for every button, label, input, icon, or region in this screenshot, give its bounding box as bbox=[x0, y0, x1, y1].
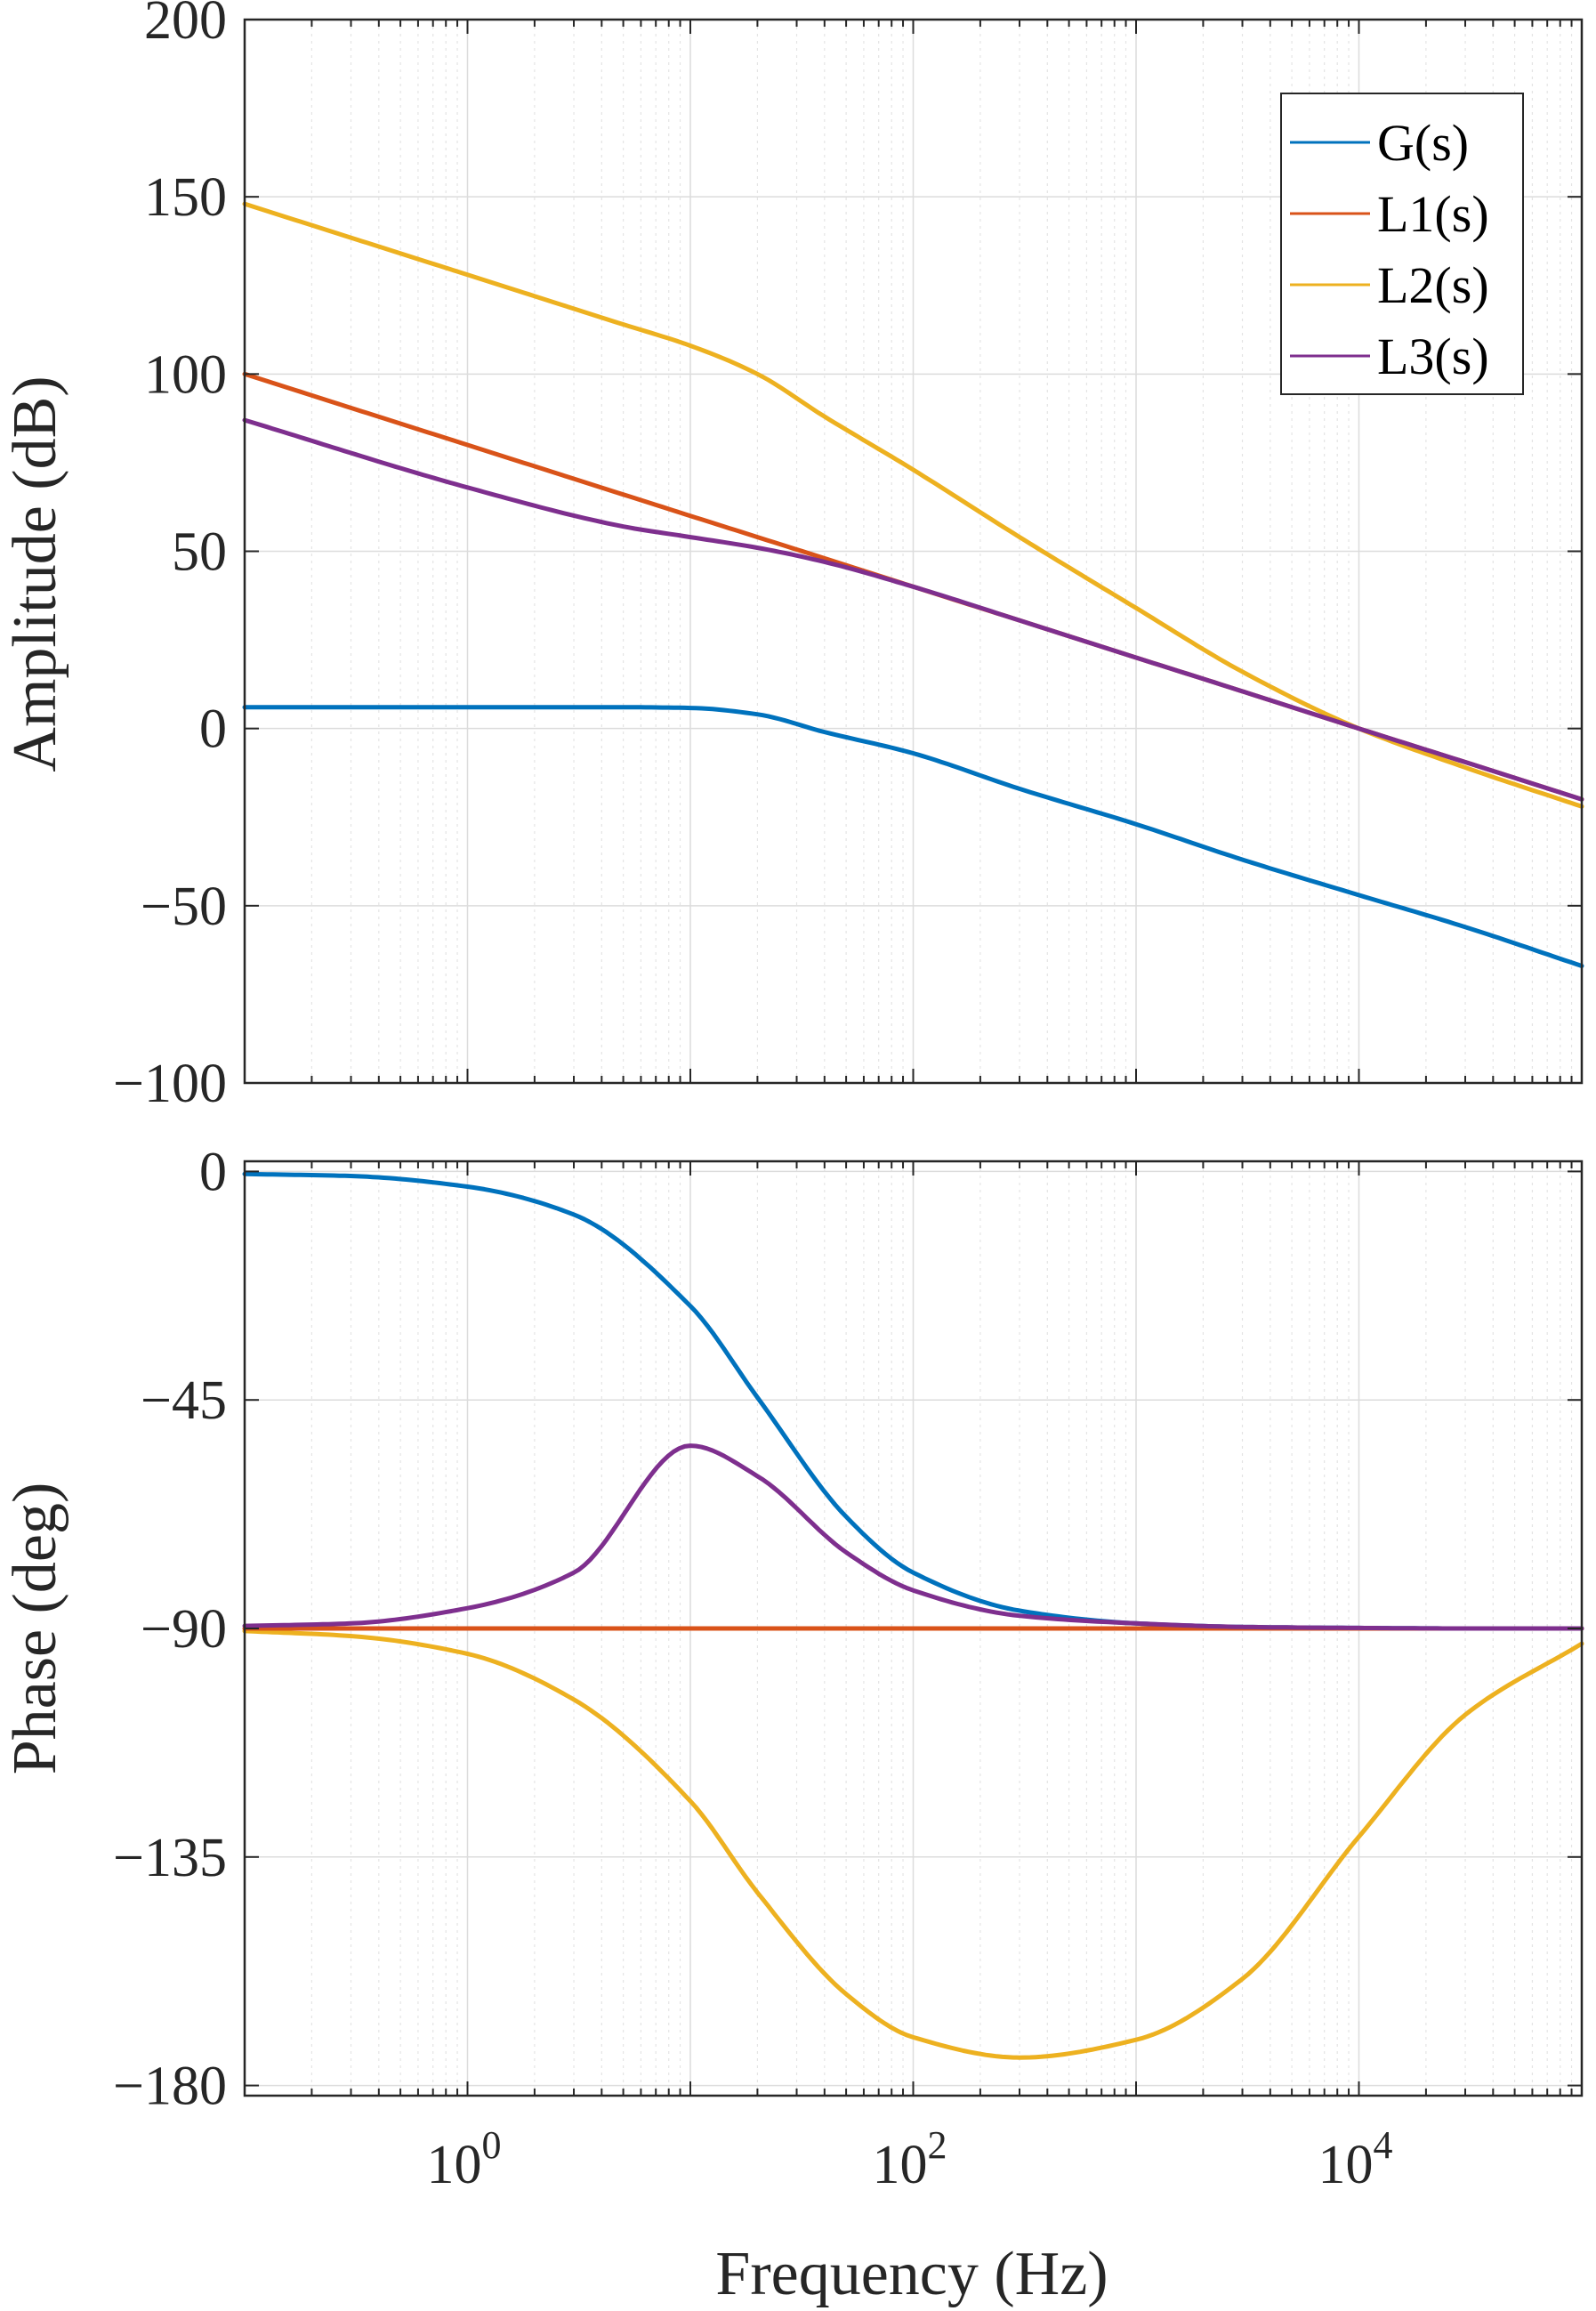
amplitude-series-l3s bbox=[242, 417, 1584, 802]
legend-entry-l3: L3(s) bbox=[1290, 327, 1489, 385]
ytick-label: 0 bbox=[199, 699, 227, 760]
phase-series bbox=[242, 1171, 1584, 2060]
ytick-label: −50 bbox=[141, 877, 227, 937]
ytick-label: −100 bbox=[113, 1054, 227, 1114]
legend-entry-l2: L2(s) bbox=[1290, 256, 1489, 314]
phase-series-l2s bbox=[242, 1628, 1584, 2060]
amplitude-series bbox=[242, 201, 1584, 968]
frequency-xlabel: Frequency (Hz) bbox=[715, 2240, 1108, 2308]
legend: G(s) L1(s) L2(s) L3(s) bbox=[1280, 93, 1524, 395]
phase-panel: 0−45−90−135−180 100 102 104 Phase (deg) Fr… bbox=[1, 1142, 1584, 2308]
ytick-label: 200 bbox=[144, 0, 227, 51]
legend-label-g: G(s) bbox=[1377, 114, 1469, 172]
legend-label-l1: L1(s) bbox=[1377, 185, 1489, 243]
ytick-label: 100 bbox=[144, 344, 227, 405]
legend-entry-l1: L1(s) bbox=[1290, 185, 1489, 243]
xtick-exponent: 0 bbox=[482, 2123, 502, 2167]
ytick-label: −180 bbox=[113, 2056, 227, 2117]
amplitude-ytick-labels: 200 150 100 50 0 −50 −100 bbox=[113, 0, 227, 1114]
legend-entry-g: G(s) bbox=[1290, 114, 1469, 172]
xtick-exponent: 4 bbox=[1374, 2123, 1393, 2167]
amplitude-ylabel: Amplitude (dB) bbox=[1, 376, 69, 772]
ytick-label: −135 bbox=[113, 1828, 227, 1888]
ytick-label: −45 bbox=[141, 1370, 227, 1431]
phase-ylabel: Phase (deg) bbox=[1, 1483, 69, 1775]
legend-label-l3: L3(s) bbox=[1377, 327, 1489, 385]
legend-label-l2: L2(s) bbox=[1377, 256, 1489, 314]
phase-ticks bbox=[244, 1161, 1582, 2096]
ytick-label: 150 bbox=[144, 167, 227, 228]
phase-ytick-labels: 0 −45 −90 −135 −180 bbox=[113, 1142, 227, 2116]
amplitude-ticks bbox=[244, 19, 1582, 1084]
amplitude-series-gs bbox=[242, 705, 1584, 968]
xtick-exponent: 2 bbox=[928, 2123, 947, 2167]
ytick-label: −90 bbox=[141, 1599, 227, 1660]
ytick-label: 0 bbox=[199, 1142, 227, 1202]
ytick-label: 50 bbox=[172, 522, 227, 583]
phase-series-l3s bbox=[242, 1443, 1584, 1631]
amplitude-panel: 200 150 100 50 0 −50 −100 Amplitude (dB) bbox=[1, 0, 1584, 1114]
